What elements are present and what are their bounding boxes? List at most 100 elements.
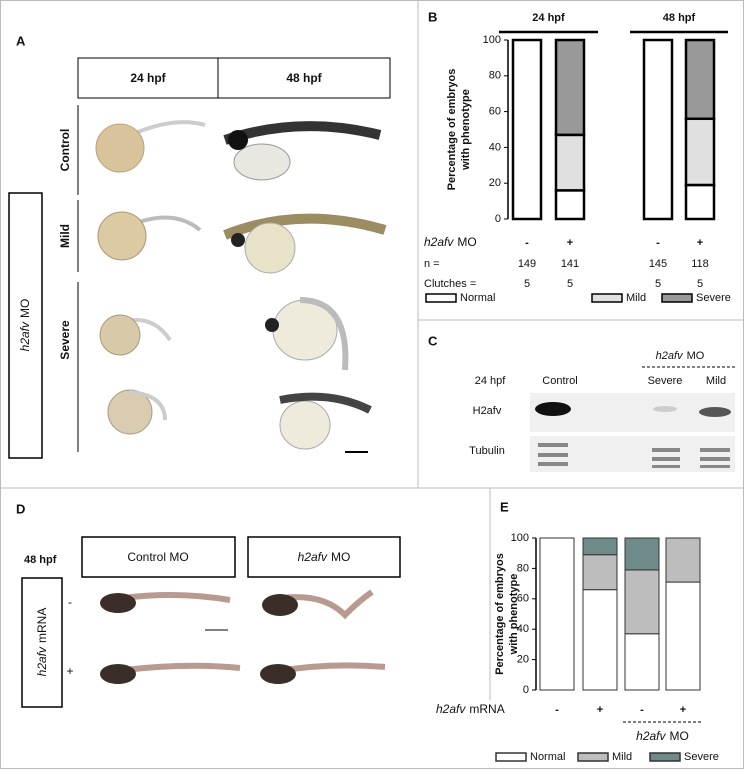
suffix: MO <box>18 299 32 318</box>
protein-label: Tubulin <box>469 445 505 457</box>
side-label: h2afv mRNA <box>35 608 49 677</box>
row-value: 5 <box>524 278 530 290</box>
bar-segment <box>511 38 543 221</box>
category-axis-label: h2afv MO <box>424 235 477 249</box>
bar-segment <box>624 569 660 635</box>
y-tick-label: 100 <box>483 34 501 46</box>
row-label: Clutches = <box>424 278 476 290</box>
gene: h2afv <box>424 235 454 249</box>
bar-segment <box>582 537 618 556</box>
legend-swatch <box>495 752 527 762</box>
bar-segment <box>624 633 660 691</box>
row-value: 5 <box>697 278 703 290</box>
x-tick-label: - <box>656 237 660 249</box>
row-label: n = <box>424 258 440 270</box>
gene: h2afv <box>18 321 32 351</box>
row-value: 149 <box>518 258 536 270</box>
bar-segment <box>684 183 716 221</box>
legend-swatch <box>591 293 623 303</box>
header-box <box>247 536 401 578</box>
x-tick-label: + <box>680 704 686 716</box>
panel-letter: A <box>16 33 26 48</box>
row-value: 5 <box>655 278 661 290</box>
column-header: h2afv MO <box>298 550 351 564</box>
panel-letter: B <box>428 9 437 24</box>
panel-letter: C <box>428 333 438 348</box>
suffix: mRNA <box>469 702 504 716</box>
side-box <box>8 192 43 459</box>
group-label: h2afv MO <box>656 350 705 362</box>
y-axis-label: with phenotype <box>508 574 520 656</box>
subgroup-label: h2afv MO <box>636 729 689 743</box>
bar-segment <box>554 38 586 137</box>
y-tick-label: 0 <box>495 213 501 225</box>
stage-label: 24 hpf <box>475 375 507 387</box>
row-value: 145 <box>649 258 667 270</box>
legend-swatch <box>661 293 693 303</box>
gene: h2afv <box>298 550 328 564</box>
y-tick-label: 80 <box>489 70 501 82</box>
category-axis-label: h2afv mRNA <box>436 702 505 716</box>
gene: h2afv <box>35 646 49 676</box>
y-axis-label: with phenotype <box>460 89 472 171</box>
stage-label: 48 hpf <box>24 554 57 566</box>
legend-label: Severe <box>696 292 731 304</box>
bar-segment <box>642 38 674 221</box>
group-label: 48 hpf <box>663 12 696 24</box>
y-tick-label: 20 <box>517 654 529 666</box>
legend-label: Normal <box>530 751 565 763</box>
bar-segment <box>684 38 716 121</box>
legend-label: Mild <box>626 292 646 304</box>
blot <box>530 393 735 472</box>
column-header: 48 hpf <box>286 71 322 85</box>
suffix: MO <box>331 550 350 564</box>
y-tick-label: 40 <box>517 623 529 635</box>
suffix: MO <box>457 235 476 249</box>
row-label: Severe <box>58 320 72 360</box>
bar-segment <box>684 117 716 187</box>
bar-segment <box>665 581 701 691</box>
x-tick-label: - <box>525 237 529 249</box>
legend-swatch <box>577 752 609 762</box>
bar-segment <box>582 589 618 691</box>
y-tick-label: 80 <box>517 562 529 574</box>
row-label: - <box>68 595 72 609</box>
row-value: 5 <box>567 278 573 290</box>
gene: h2afv <box>636 729 666 743</box>
side-label: h2afv MO <box>18 299 32 352</box>
suffix: MO <box>687 350 705 362</box>
lane-label: Mild <box>706 375 726 387</box>
row-label: Mild <box>58 224 72 248</box>
header-box <box>81 536 236 578</box>
y-tick-label: 0 <box>523 684 529 696</box>
column-header: 24 hpf <box>130 71 166 85</box>
lane-label: Severe <box>648 375 683 387</box>
panel-letter: E <box>500 499 509 514</box>
y-tick-label: 100 <box>511 532 529 544</box>
embryo-images-a <box>95 120 387 453</box>
row-value: 118 <box>691 258 709 270</box>
legend-label: Mild <box>612 751 632 763</box>
row-value: 141 <box>561 258 579 270</box>
legend-swatch <box>649 752 681 762</box>
bar-segment <box>582 554 618 591</box>
group-label: 24 hpf <box>532 12 565 24</box>
protein-label: H2afv <box>473 405 502 417</box>
bar-segment <box>665 537 701 583</box>
bar-segment <box>624 537 660 571</box>
row-label: Control <box>58 129 72 172</box>
legend-swatch <box>425 293 457 303</box>
x-tick-label: + <box>597 704 603 716</box>
x-tick-label: - <box>640 704 644 716</box>
lane-label: Control <box>542 375 577 387</box>
legend-label: Severe <box>684 751 719 763</box>
y-tick-label: 20 <box>489 177 501 189</box>
x-tick-label: + <box>567 237 573 249</box>
y-tick-label: 60 <box>489 106 501 118</box>
y-tick-label: 60 <box>517 593 529 605</box>
embryo-images-d <box>100 589 386 684</box>
header-box <box>77 57 391 99</box>
x-tick-label: + <box>697 237 703 249</box>
panel-letter: D <box>16 501 25 516</box>
